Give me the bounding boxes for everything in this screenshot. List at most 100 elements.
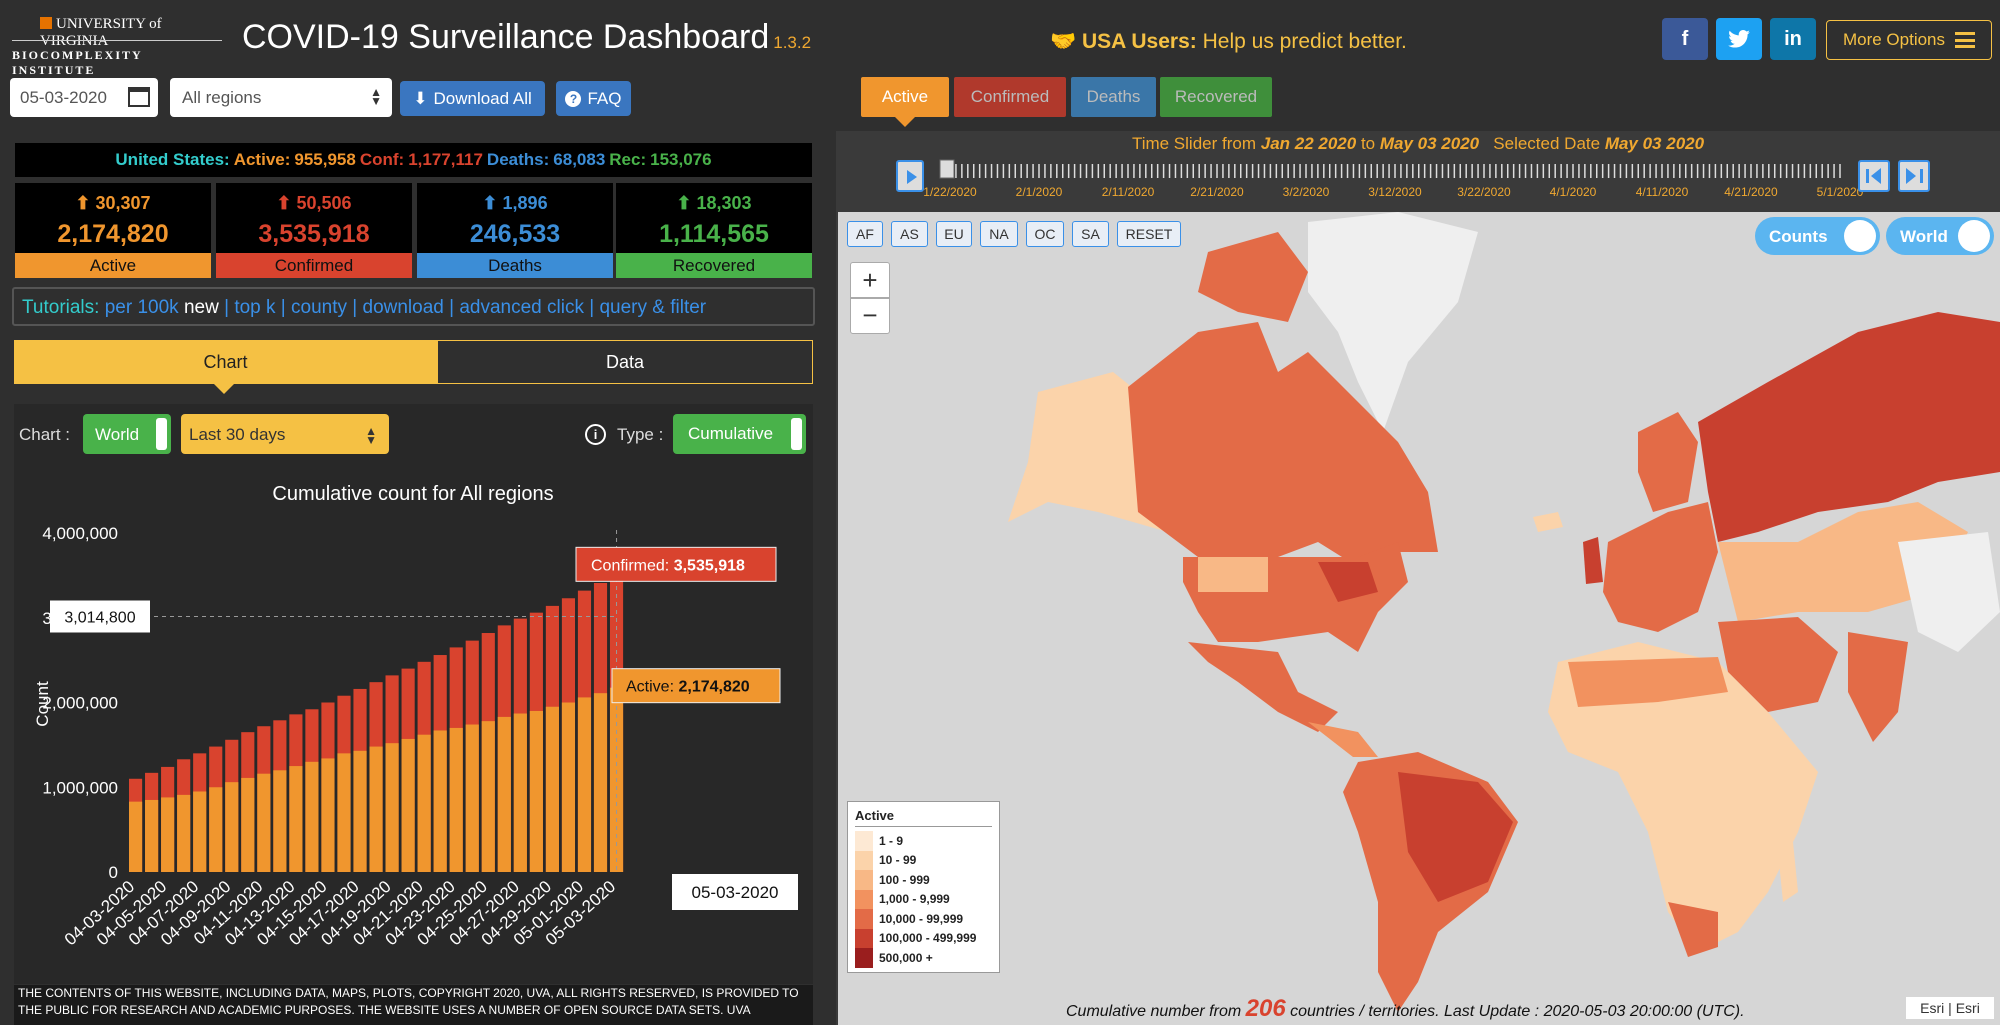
uva-logo[interactable]: UNIVERSITY of VIRGINIA BIOCOMPLEXITY INS… — [12, 12, 222, 77]
info-icon[interactable]: i — [585, 424, 606, 445]
play-button[interactable] — [896, 160, 924, 192]
continent-sa-button[interactable]: SA — [1072, 221, 1109, 247]
map-tab-confirmed[interactable]: Confirmed — [954, 77, 1066, 117]
active-bar[interactable] — [177, 794, 191, 872]
predict-banner[interactable]: 🤝 USA Users: Help us predict better. — [1050, 30, 1407, 53]
active-bar[interactable] — [193, 791, 207, 872]
slider-date-label: 3/2/2020 — [1283, 185, 1330, 199]
active-bar[interactable] — [145, 799, 159, 872]
active-bar[interactable] — [593, 693, 608, 872]
step-forward-button[interactable] — [1898, 160, 1930, 192]
handshake-icon: 🤝 — [1050, 30, 1077, 53]
continent-oc-button[interactable]: OC — [1026, 221, 1064, 247]
tab-chart[interactable]: Chart — [14, 340, 437, 394]
active-bar[interactable] — [257, 773, 271, 872]
continent-as-button[interactable]: AS — [891, 221, 928, 247]
active-bar[interactable] — [385, 743, 399, 872]
tutorial-topk-link[interactable]: top k — [234, 297, 276, 318]
tutorial-download-link[interactable]: download — [362, 297, 444, 318]
time-slider[interactable]: 1/22/2020 2/1/2020 2/11/2020 2/21/2020 3/2/2… — [836, 150, 2000, 210]
map-canvas[interactable] — [838, 212, 2000, 1025]
active-bar[interactable] — [449, 727, 463, 872]
active-bar[interactable] — [577, 697, 592, 872]
tutorial-county-link[interactable]: county — [291, 297, 347, 318]
active-bar[interactable] — [481, 721, 495, 872]
cumulative-chart[interactable]: Cumulative count for All regions Count 4… — [14, 470, 813, 984]
us-summary: United States: Active: 955,958 Conf: 1,177… — [15, 143, 812, 177]
date-input[interactable]: 05-03-2020 — [10, 78, 158, 117]
world-toggle[interactable]: World — [1886, 217, 1994, 255]
active-bar[interactable] — [497, 716, 511, 872]
continent-eu-button[interactable]: EU — [936, 221, 972, 247]
tutorial-new-link[interactable]: new — [183, 297, 219, 318]
active-bar[interactable] — [561, 702, 576, 873]
crosshair-x-label-bg — [672, 874, 798, 910]
type-toggle[interactable]: Cumulative — [673, 414, 806, 454]
tutorials-bar: Tutorials: per 100k new | top k | county… — [12, 287, 815, 326]
world-map[interactable] — [838, 212, 2000, 1025]
russia — [1698, 312, 2000, 542]
scope-toggle[interactable]: World — [83, 414, 171, 454]
active-bar[interactable] — [209, 787, 223, 872]
legend-item: 500,000 + — [855, 948, 992, 968]
more-options-button[interactable]: More Options — [1826, 20, 1992, 60]
active-bar[interactable] — [305, 761, 319, 872]
reset-button[interactable]: RESET — [1117, 221, 1181, 247]
download-all-button[interactable]: ⬇ Download All — [400, 81, 545, 116]
active-stat-box[interactable]: ⬆ 30,307 2,174,820 Active — [15, 183, 211, 278]
china — [1898, 532, 2000, 652]
active-bar[interactable] — [129, 801, 143, 872]
map-tab-recovered[interactable]: Recovered — [1160, 77, 1272, 117]
tab-data[interactable]: Data — [437, 340, 813, 384]
rotunda-icon — [40, 17, 52, 29]
africa — [1548, 642, 1818, 952]
central-asia — [1718, 502, 1968, 622]
active-bar[interactable] — [161, 797, 175, 872]
active-bar[interactable] — [241, 777, 255, 872]
region-select[interactable]: All regions ▲ ▼ — [170, 78, 392, 117]
twitter-icon — [1728, 30, 1750, 48]
active-bar[interactable] — [529, 710, 543, 872]
counts-toggle[interactable]: Counts — [1755, 217, 1880, 255]
recovered-stat-box[interactable]: ⬆ 18,303 1,114,565 Recovered — [616, 183, 812, 278]
linkedin-button[interactable]: in — [1770, 18, 1816, 60]
slider-date-label: 5/1/2020 — [1817, 185, 1864, 199]
continent-af-button[interactable]: AF — [847, 221, 883, 247]
active-bar[interactable] — [225, 782, 239, 872]
active-bar[interactable] — [369, 746, 383, 872]
confirmed-stat-box[interactable]: ⬆ 50,506 3,535,918 Confirmed — [216, 183, 412, 278]
map-attribution[interactable]: Esri | Esri — [1906, 997, 1994, 1019]
map-tab-deaths[interactable]: Deaths — [1071, 77, 1156, 117]
calendar-icon[interactable] — [128, 87, 150, 107]
facebook-button[interactable]: f — [1662, 18, 1708, 60]
faq-button[interactable]: ? FAQ — [556, 81, 631, 116]
download-icon: ⬇ — [413, 88, 428, 108]
active-bar[interactable] — [545, 706, 559, 872]
map-tab-active[interactable]: Active — [861, 77, 949, 127]
active-bar[interactable] — [289, 766, 303, 872]
y-tick-label: 1,000,000 — [42, 778, 118, 797]
active-bar[interactable] — [417, 734, 431, 872]
zoom-in-button[interactable]: + — [850, 262, 890, 298]
active-bar[interactable] — [321, 758, 335, 872]
active-bar[interactable] — [337, 753, 351, 872]
active-bar[interactable] — [513, 713, 527, 872]
deaths-stat-box[interactable]: ⬆ 1,896 246,533 Deaths — [417, 183, 613, 278]
continent-na-button[interactable]: NA — [980, 221, 1018, 247]
tutorial-query-filter-link[interactable]: query & filter — [599, 297, 707, 318]
active-bar[interactable] — [401, 738, 415, 872]
zoom-out-button[interactable]: − — [850, 298, 890, 334]
step-back-button[interactable] — [1858, 160, 1890, 192]
range-select[interactable]: Last 30 days ▲ ▼ — [181, 414, 389, 454]
tutorial-advanced-click-link[interactable]: advanced click — [459, 297, 584, 318]
active-bar[interactable] — [433, 730, 447, 872]
legend-swatch — [855, 850, 873, 870]
active-bar[interactable] — [273, 770, 287, 872]
hamburger-icon — [1955, 32, 1976, 48]
tutorial-per100k-link[interactable]: per 100k — [104, 297, 179, 318]
active-bar[interactable] — [465, 724, 479, 872]
question-icon: ? — [565, 90, 582, 107]
twitter-button[interactable] — [1716, 18, 1762, 60]
uk — [1583, 537, 1603, 584]
active-bar[interactable] — [353, 750, 367, 872]
